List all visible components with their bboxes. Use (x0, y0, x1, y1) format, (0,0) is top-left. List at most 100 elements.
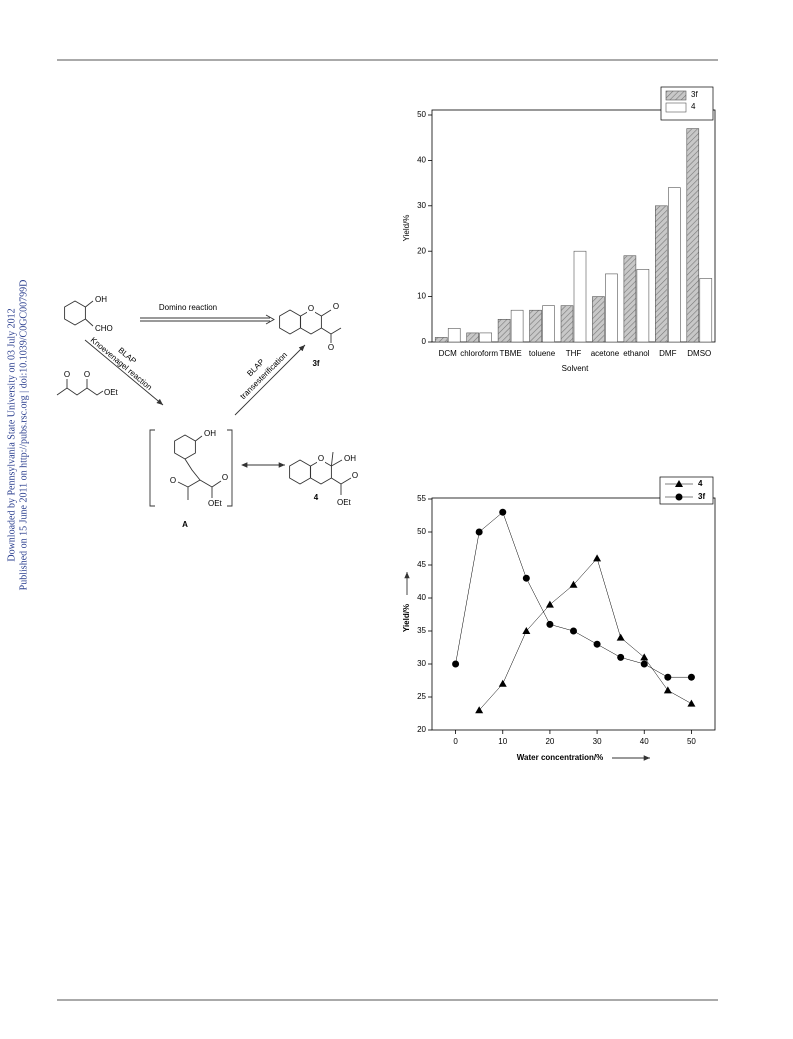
reaction-label: transesterification (238, 350, 289, 401)
atom-label: O (328, 343, 334, 352)
marker (675, 493, 683, 501)
atom-label: O (170, 476, 176, 485)
marker (545, 600, 554, 608)
x-tick-label: 50 (687, 737, 696, 746)
ring (174, 434, 196, 460)
bond (340, 477, 352, 485)
atom-label: OEt (208, 499, 223, 508)
marker (546, 620, 554, 628)
atom-label: CHO (95, 324, 113, 333)
bond (85, 318, 94, 327)
bracket (149, 429, 155, 507)
x-tick-label: ethanol (623, 349, 649, 358)
x-tick-label: 0 (453, 737, 458, 746)
atom-label: OH (95, 295, 107, 304)
bar (466, 332, 479, 343)
bond (331, 459, 343, 467)
atom-label: OH (204, 429, 216, 438)
x-axis-label: Solvent (562, 364, 589, 373)
marker (522, 574, 530, 582)
x-tick-label: 10 (498, 737, 507, 746)
arrow (234, 344, 306, 416)
bond (331, 477, 342, 495)
series-line (478, 557, 692, 711)
bar (623, 255, 637, 343)
marker (663, 686, 672, 694)
x-tick-label: DMSO (687, 349, 711, 358)
bond (321, 327, 342, 335)
y-tick-label: 45 (417, 560, 426, 569)
atom-label: OEt (337, 498, 352, 507)
x-tick-label: THF (566, 349, 582, 358)
series-line (455, 511, 692, 678)
bar (529, 309, 542, 343)
bond (85, 300, 94, 308)
atom-label: O (222, 473, 228, 482)
x-tick-label: DMF (659, 349, 676, 358)
atom-label: O (333, 302, 339, 311)
marker (475, 528, 483, 536)
bond (177, 481, 189, 488)
bar (447, 328, 461, 343)
label-bg (317, 455, 325, 463)
marker (475, 706, 484, 714)
x-tick-label: TBME (499, 349, 521, 358)
compound-label: 4 (314, 493, 319, 502)
label-bg (307, 305, 315, 313)
marker (593, 554, 602, 562)
bar (542, 305, 555, 343)
compound-label: 3f (312, 359, 319, 368)
y-tick-label: 20 (417, 725, 426, 734)
bond (187, 479, 213, 500)
y-tick-label: 25 (417, 692, 426, 701)
plot-frame (431, 497, 716, 731)
marker (593, 640, 601, 648)
atom-label: O (84, 370, 90, 379)
side-note: Published on 15 June 2011 on http://pubs… (18, 280, 29, 591)
bond (321, 309, 332, 317)
bar (699, 278, 713, 343)
x-tick-label: acetone (591, 349, 620, 358)
atom-label: OH (344, 454, 356, 463)
bar (479, 332, 492, 343)
ring (279, 309, 301, 335)
x-tick-label: DCM (439, 349, 458, 358)
marker (687, 699, 696, 707)
ring (289, 459, 311, 485)
y-tick-label: 20 (417, 246, 426, 255)
arrow (84, 339, 164, 406)
bracket (227, 429, 233, 507)
atom-label: O (308, 304, 314, 313)
bond (211, 480, 222, 488)
marker (687, 673, 695, 681)
marker (452, 660, 460, 668)
ring (300, 309, 322, 335)
marker (675, 480, 683, 487)
x-tick-label: toluene (529, 349, 556, 358)
legend-label: 3f (691, 90, 698, 99)
y-axis-label: Yield/% (402, 604, 411, 632)
y-tick-label: 30 (417, 201, 426, 210)
bar (573, 250, 587, 343)
bond (330, 451, 334, 467)
atom-label: O (352, 471, 358, 480)
reaction-label: Knoevenagel reaction (89, 335, 154, 392)
y-tick-label: 30 (417, 659, 426, 668)
bar (636, 269, 650, 343)
bar (605, 273, 618, 343)
bond (56, 387, 104, 396)
bond (195, 435, 203, 442)
atom-label: OEt (104, 388, 119, 397)
arrow-head (265, 314, 275, 325)
x-tick-label: 40 (640, 737, 649, 746)
y-tick-label: 50 (417, 527, 426, 536)
marker (499, 508, 507, 516)
x-axis-label: Water concentration/% (517, 753, 603, 762)
x-tick-label: 20 (545, 737, 554, 746)
reaction-label: Domino reaction (159, 303, 217, 312)
y-tick-label: 35 (417, 626, 426, 635)
atom-label: O (318, 454, 324, 463)
bar (686, 128, 700, 343)
legend-label: 4 (698, 479, 703, 488)
